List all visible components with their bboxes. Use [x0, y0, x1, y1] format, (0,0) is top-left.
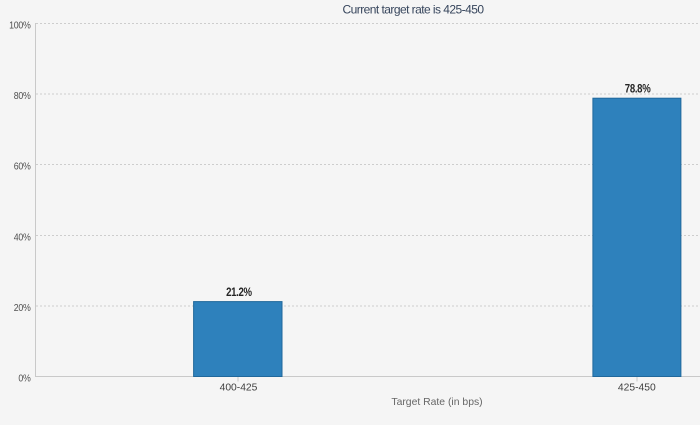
svg-text:78.8%: 78.8%: [625, 83, 651, 96]
svg-text:20%: 20%: [14, 301, 32, 313]
svg-text:60%: 60%: [14, 160, 32, 172]
svg-text:Target Rate (in bps): Target Rate (in bps): [391, 397, 482, 408]
svg-text:100%: 100%: [9, 19, 31, 31]
svg-text:80%: 80%: [14, 90, 32, 102]
svg-text:Current target rate is 425-450: Current target rate is 425-450: [343, 2, 485, 16]
svg-text:425-450: 425-450: [618, 383, 656, 394]
svg-text:0%: 0%: [18, 372, 31, 384]
svg-text:21.2%: 21.2%: [226, 286, 252, 299]
svg-text:40%: 40%: [14, 231, 32, 243]
svg-text:400-425: 400-425: [220, 383, 258, 394]
